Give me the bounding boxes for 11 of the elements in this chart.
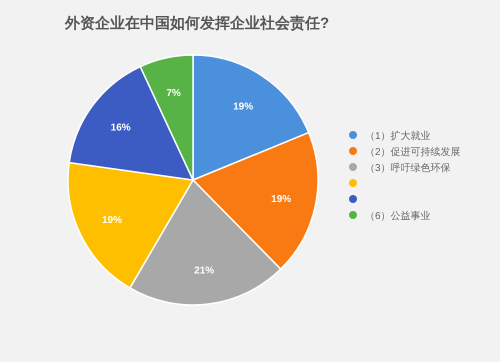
chart-title: 外资企业在中国如何发挥企业社会责任? (64, 15, 330, 32)
legend-label: （1）扩大就业 (365, 130, 431, 142)
data-label: 7% (166, 88, 181, 100)
data-label: 21% (194, 265, 214, 276)
legend-label: （2）促进可持续发展 (365, 146, 461, 158)
legend-label: （3）呼吁绿色环保 (365, 162, 451, 174)
data-label: 19% (233, 101, 254, 112)
data-label: 16% (110, 122, 131, 134)
data-label: 19% (271, 194, 292, 206)
data-label: 19% (102, 215, 122, 226)
legend-label: （6）公益事业 (365, 210, 431, 222)
